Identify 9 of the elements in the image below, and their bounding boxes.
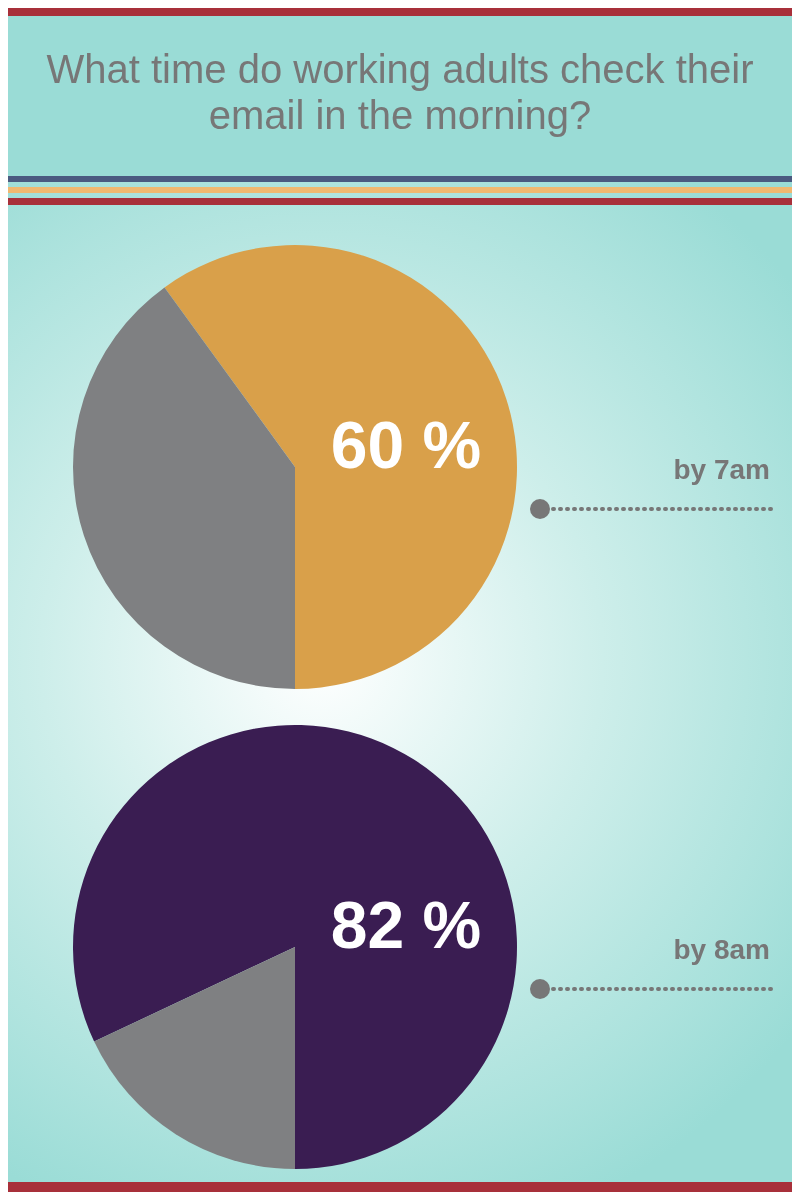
data-label: 60 % [330, 407, 482, 482]
pie-slice [73, 287, 295, 689]
pie-slice [94, 947, 295, 1169]
slice-label: by 7am [673, 454, 770, 486]
slice-label: by 8am [673, 934, 770, 966]
pie-slice [164, 245, 517, 689]
pie-slice [73, 725, 517, 1169]
data-label: 82 % [330, 887, 482, 962]
chart-title: What time do working adults check their email in the morning? [45, 46, 755, 138]
